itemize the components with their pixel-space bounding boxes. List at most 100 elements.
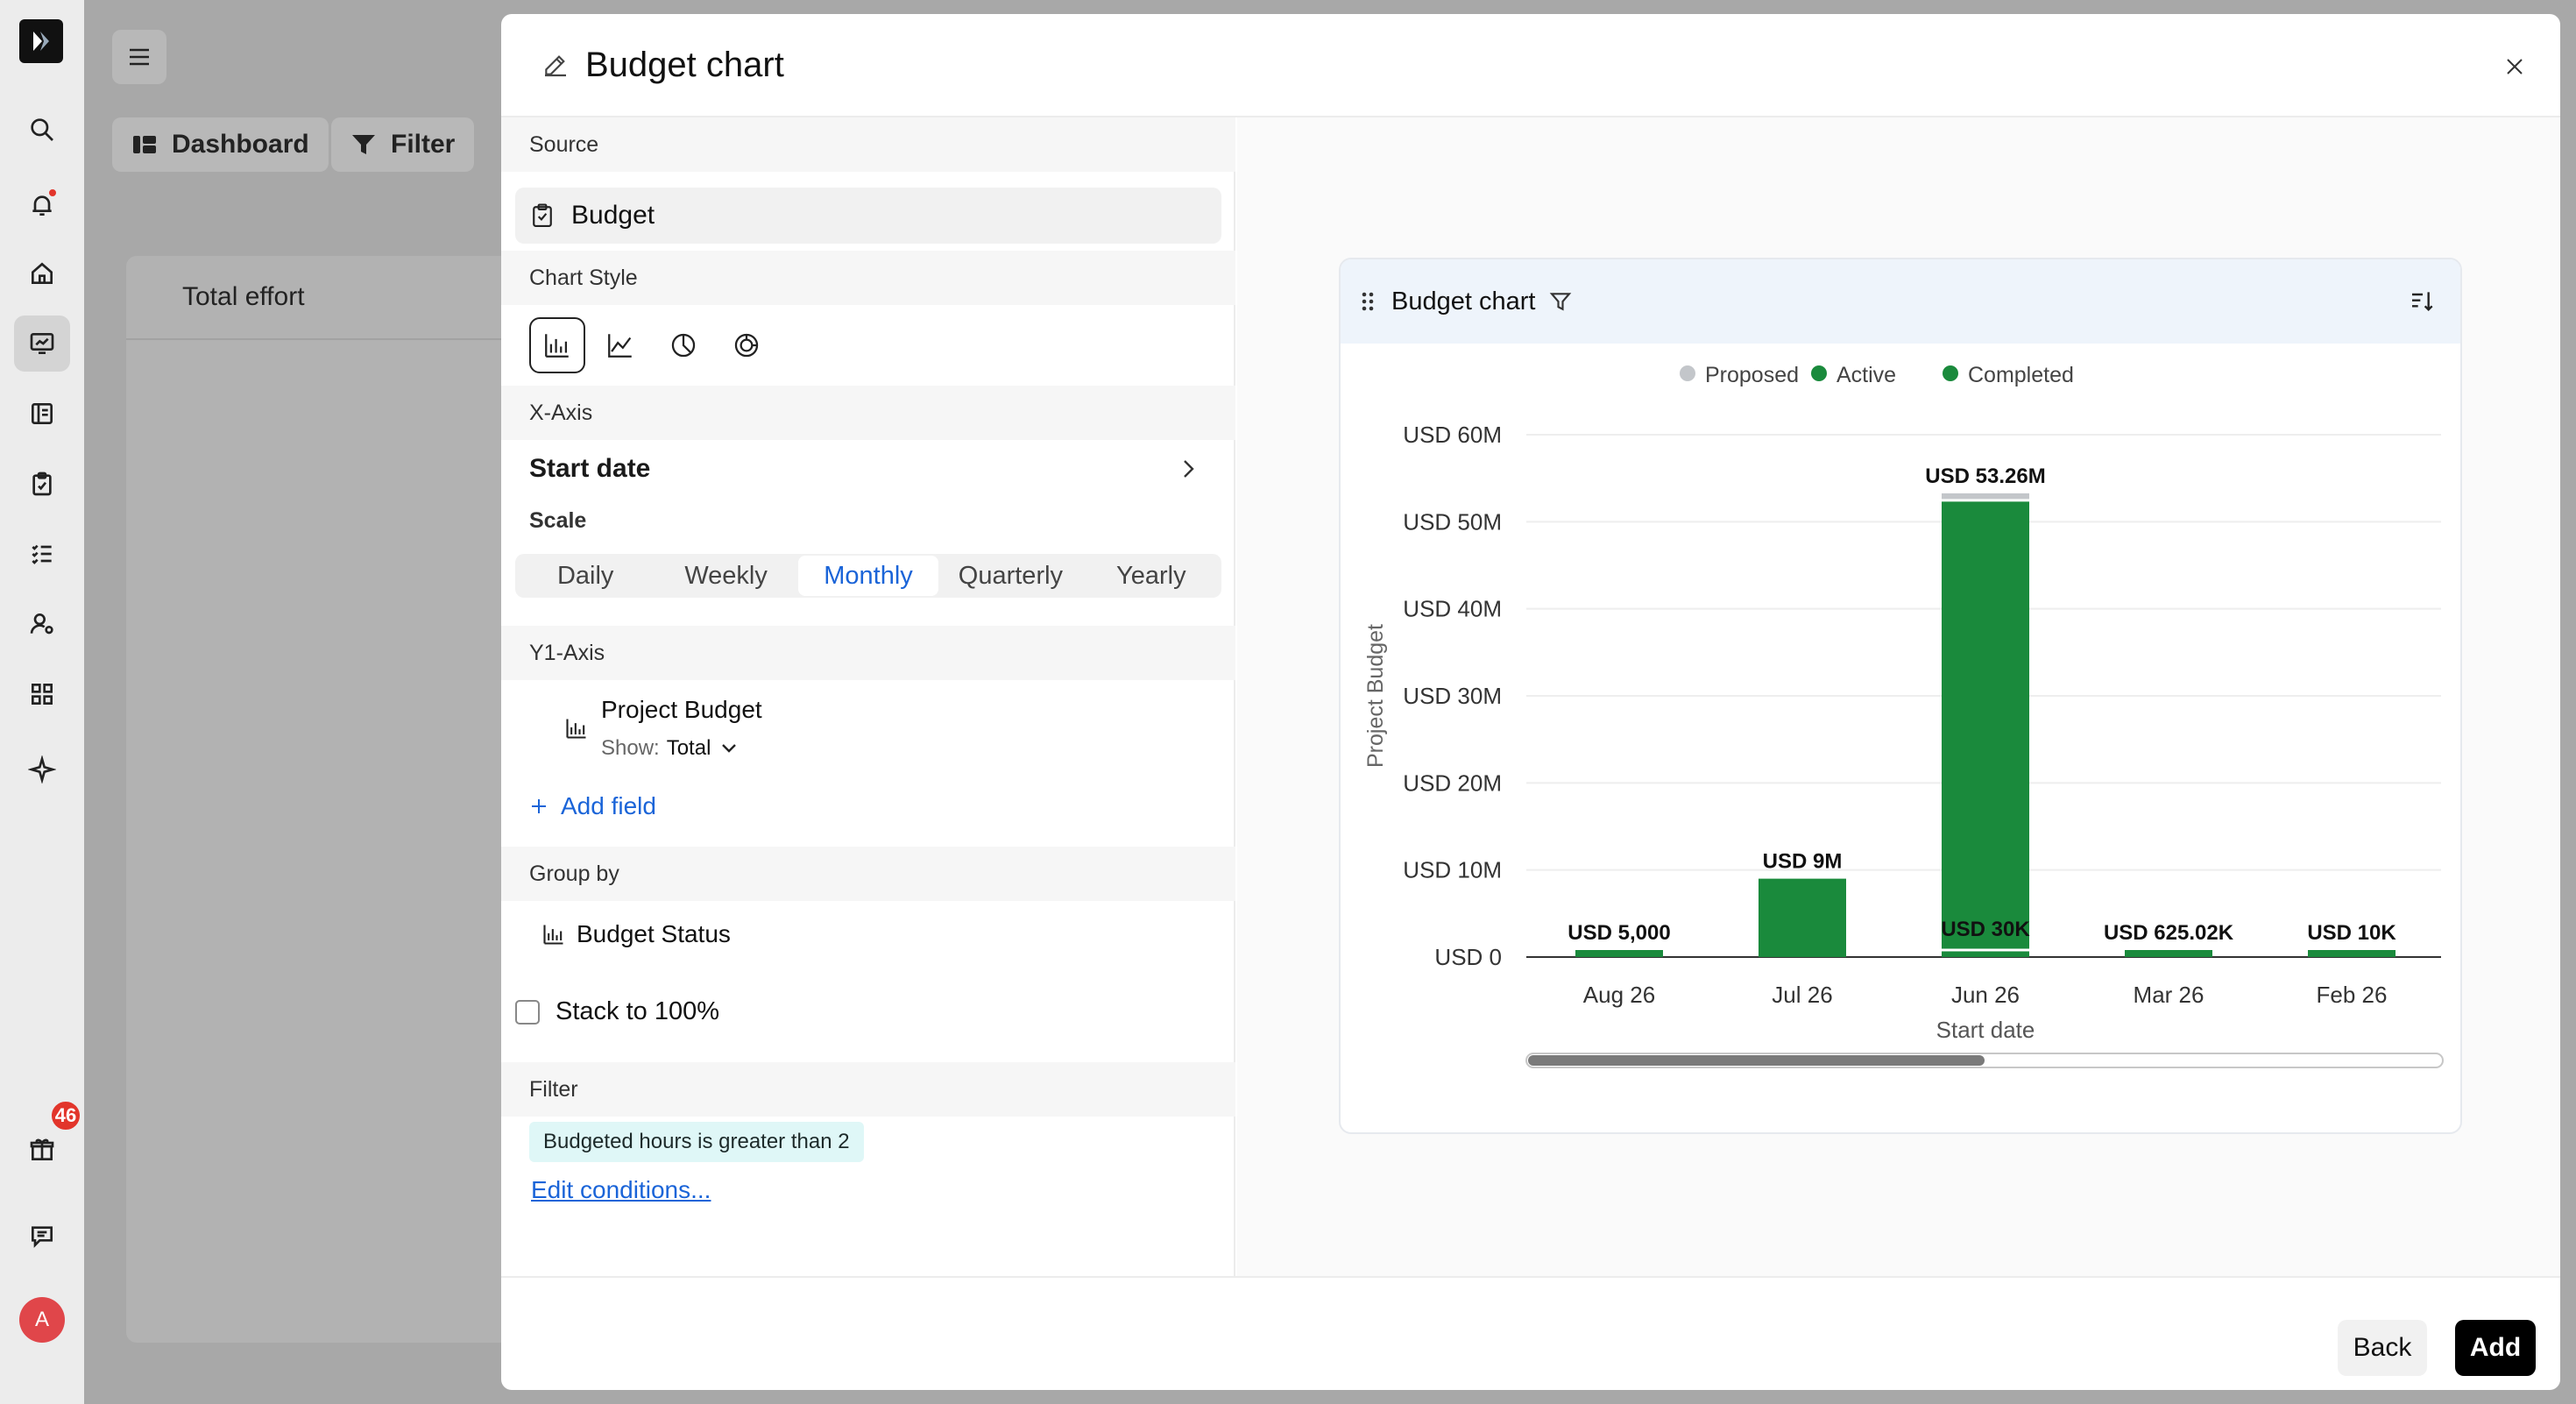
- filter-section-label: Filter: [501, 1062, 1235, 1117]
- filter-chip-button[interactable]: Filter: [331, 117, 475, 172]
- logo-icon[interactable]: [19, 19, 63, 63]
- edit-conditions-link[interactable]: Edit conditions...: [531, 1176, 711, 1203]
- apps-icon[interactable]: [14, 666, 70, 722]
- hamburger-menu-icon[interactable]: [112, 30, 166, 84]
- background-card: Total effort: [126, 256, 564, 1343]
- y-tick-label: USD 30M: [1403, 683, 1502, 709]
- notification-dot: [47, 188, 58, 198]
- close-button[interactable]: [2497, 49, 2532, 84]
- bar-chart-field-icon: [566, 719, 586, 739]
- chart-preview-card: Budget chart Proposed Active Completed USD …: [1339, 258, 2462, 1134]
- chart-filter-icon[interactable]: [1547, 288, 1574, 315]
- dashboard-chip[interactable]: Dashboard: [112, 117, 329, 172]
- notification-count-badge: 46: [49, 1099, 82, 1132]
- back-button[interactable]: Back: [2338, 1320, 2427, 1376]
- source-value: Budget: [571, 201, 655, 230]
- pie-chart-style-button[interactable]: [655, 317, 711, 373]
- x-tick-label: Jul 26: [1772, 982, 1832, 1008]
- stack-to-100-option[interactable]: Stack to 100%: [515, 997, 719, 1026]
- gift-icon[interactable]: 46: [14, 1099, 82, 1178]
- preview-area: Budget chart Proposed Active Completed USD …: [1237, 117, 2560, 1276]
- y-tick-label: USD 40M: [1403, 596, 1502, 622]
- user-settings-icon[interactable]: [14, 596, 70, 652]
- group-by-field[interactable]: Budget Status: [541, 920, 731, 948]
- chart-editor-modal: Budget chart Source Budget Chart Style X…: [501, 14, 2560, 1390]
- stack-label: Stack to 100%: [556, 997, 719, 1025]
- line-chart-style-button[interactable]: [592, 317, 648, 373]
- y1-axis-field[interactable]: Project Budget: [601, 696, 762, 723]
- filter-condition-chip[interactable]: Budgeted hours is greater than 2: [529, 1122, 864, 1162]
- legend-label-completed: Completed: [1968, 363, 2074, 387]
- scale-option-yearly[interactable]: Yearly: [1116, 561, 1186, 590]
- legend-label-active: Active: [1836, 363, 1896, 387]
- inner-data-label: USD 30K: [1941, 918, 2030, 941]
- stack-checkbox[interactable]: [515, 999, 540, 1025]
- x-axis-field[interactable]: Start date: [529, 454, 651, 483]
- x-tick-label: Mar 26: [2134, 982, 2204, 1008]
- home-icon[interactable]: [14, 245, 70, 301]
- x-tick-label: Feb 26: [2317, 982, 2388, 1008]
- chart-scrollbar-thumb[interactable]: [1528, 1055, 1985, 1066]
- close-icon: [2507, 59, 2523, 74]
- checklist-icon[interactable]: [14, 526, 70, 582]
- x-axis-title: Start date: [1936, 1017, 2035, 1043]
- add-field-label: Add field: [561, 792, 656, 819]
- bar-active-jul-26: [1759, 878, 1846, 957]
- chevron-right-icon[interactable]: [1176, 454, 1200, 484]
- add-button[interactable]: Add: [2455, 1320, 2536, 1376]
- data-label: USD 9M: [1763, 850, 1843, 874]
- bell-icon[interactable]: [14, 177, 70, 233]
- edit-pencil-icon[interactable]: [541, 51, 570, 79]
- scale-option-monthly[interactable]: Monthly: [797, 556, 939, 596]
- bar-active-jun-26: [1942, 500, 2029, 957]
- sparkle-icon[interactable]: [14, 741, 70, 798]
- scale-option-weekly[interactable]: Weekly: [684, 561, 768, 590]
- legend-swatch-completed: [1943, 365, 1958, 381]
- y-tick-label: USD 0: [1434, 944, 1502, 970]
- data-label: USD 5,000: [1568, 921, 1670, 945]
- budget-clipboard-icon: [533, 203, 552, 227]
- scale-option-daily[interactable]: Daily: [556, 561, 614, 590]
- y-tick-label: USD 10M: [1403, 857, 1502, 883]
- y1-show-selector[interactable]: Show: Total: [601, 736, 740, 761]
- legend-swatch-active: [1811, 365, 1827, 381]
- y-axis-title: Project Budget: [1363, 624, 1388, 768]
- bar-chart-icon: [545, 334, 569, 358]
- search-icon[interactable]: [14, 102, 70, 158]
- chart-card-title: Budget chart: [1391, 287, 1536, 316]
- bar-chart-style-button[interactable]: [529, 317, 585, 373]
- drag-handle-icon[interactable]: [1360, 289, 1376, 314]
- bar-active-mar-26: [2125, 950, 2212, 957]
- legend-label-proposed: Proposed: [1705, 363, 1799, 387]
- bar-chart: Proposed Active Completed USD 0 USD 10M USD 2…: [1363, 363, 2444, 1068]
- add-field-button[interactable]: Add field: [529, 792, 656, 820]
- y-tick-label: USD 20M: [1403, 769, 1502, 796]
- ledger-icon[interactable]: [14, 386, 70, 442]
- dashboard-icon[interactable]: [14, 316, 70, 372]
- background-card-title: Total effort: [126, 256, 564, 340]
- x-axis-section-label: X-Axis: [501, 386, 1235, 440]
- legend-swatch-proposed: [1680, 365, 1695, 381]
- donut-chart-style-button[interactable]: [718, 317, 775, 373]
- y1-axis-section-label: Y1-Axis: [501, 626, 1235, 680]
- source-section-label: Source: [501, 117, 1235, 172]
- y1-show-value: Total: [666, 736, 711, 760]
- chat-icon[interactable]: [14, 1208, 70, 1264]
- line-chart-icon: [608, 334, 632, 358]
- data-label: USD 53.26M: [1925, 464, 2045, 488]
- modal-title[interactable]: Budget chart: [585, 45, 784, 84]
- sort-icon[interactable]: [2408, 287, 2438, 316]
- y-tick-label: USD 50M: [1403, 508, 1502, 535]
- scale-option-quarterly[interactable]: Quarterly: [958, 561, 1064, 590]
- x-tick-label: Aug 26: [1583, 982, 1655, 1008]
- bar-active-aug-26: [1575, 950, 1663, 957]
- group-by-section-label: Group by: [501, 847, 1235, 901]
- avatar[interactable]: A: [19, 1297, 65, 1343]
- config-panel: Source Budget Chart Style X-Axis Start d…: [501, 117, 1235, 1276]
- chevron-down-icon: [722, 744, 737, 753]
- source-selector[interactable]: Budget: [515, 188, 1221, 244]
- clipboard-icon[interactable]: [14, 456, 70, 512]
- bar-chart-field-icon: [543, 925, 563, 945]
- x-tick-label: Jun 26: [1951, 982, 2020, 1008]
- modal-header: Budget chart: [501, 14, 2560, 117]
